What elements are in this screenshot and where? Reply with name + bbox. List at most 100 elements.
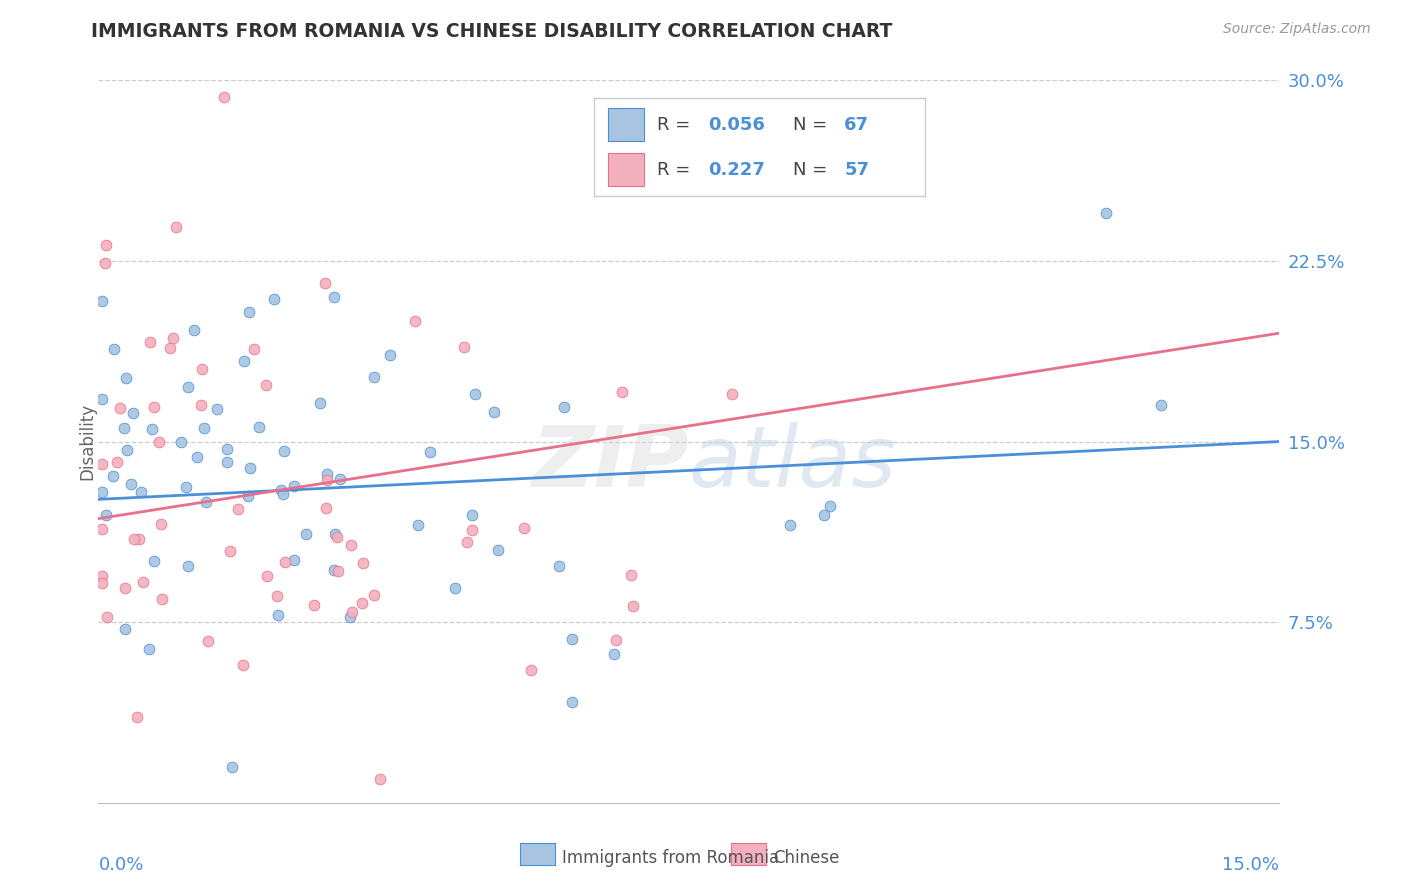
Point — [513, 521, 536, 535]
Point — [91, 576, 114, 591]
Point — [779, 518, 801, 533]
Point — [238, 305, 260, 319]
Point — [177, 380, 200, 394]
Point — [368, 772, 391, 786]
Text: IMMIGRANTS FROM ROMANIA VS CHINESE DISABILITY CORRELATION CHART: IMMIGRANTS FROM ROMANIA VS CHINESE DISAB… — [91, 22, 893, 41]
Point — [315, 473, 337, 487]
Text: N =: N = — [793, 161, 832, 178]
Point — [103, 342, 125, 356]
Point — [315, 467, 337, 481]
Point — [242, 342, 264, 356]
Point — [169, 434, 191, 449]
Point — [148, 435, 170, 450]
Point — [91, 569, 114, 583]
Point — [207, 402, 229, 417]
Text: R =: R = — [657, 116, 696, 134]
Point — [363, 369, 385, 384]
Point — [266, 589, 288, 603]
Point — [232, 657, 254, 672]
Y-axis label: Disability: Disability — [79, 403, 96, 480]
Point — [329, 472, 352, 486]
Point — [120, 476, 142, 491]
Point — [322, 564, 344, 578]
Point — [340, 605, 363, 619]
Point — [226, 501, 249, 516]
Point — [194, 494, 217, 508]
Text: Immigrants from Romania: Immigrants from Romania — [562, 849, 779, 867]
Point — [553, 400, 575, 414]
Text: 15.0%: 15.0% — [1222, 855, 1279, 874]
Point — [139, 334, 162, 349]
Point — [561, 632, 583, 647]
Point — [295, 526, 318, 541]
Point — [91, 485, 114, 500]
Point — [101, 468, 124, 483]
Point — [818, 499, 841, 513]
Point — [263, 292, 285, 306]
Point — [605, 633, 627, 648]
Point — [340, 538, 363, 552]
Point — [150, 592, 173, 607]
Point — [215, 455, 238, 469]
Point — [1095, 205, 1118, 219]
FancyBboxPatch shape — [607, 108, 644, 141]
Text: Chinese: Chinese — [773, 849, 839, 867]
Point — [219, 544, 242, 558]
Point — [561, 695, 583, 709]
Point — [149, 517, 172, 532]
Point — [214, 90, 236, 104]
Point — [128, 532, 150, 546]
Point — [443, 582, 465, 596]
Point — [91, 293, 114, 308]
Point — [114, 581, 136, 595]
Point — [323, 526, 346, 541]
Point — [159, 341, 181, 355]
Point — [326, 564, 349, 578]
Point — [283, 479, 305, 493]
Point — [96, 238, 118, 252]
Point — [107, 455, 129, 469]
Point — [266, 607, 288, 622]
Point — [114, 623, 136, 637]
Point — [142, 400, 165, 414]
Point — [326, 530, 349, 544]
Point — [323, 290, 346, 304]
Point — [94, 256, 117, 270]
FancyBboxPatch shape — [607, 153, 644, 186]
Point — [456, 535, 478, 549]
Point — [378, 348, 401, 362]
Point — [141, 422, 163, 436]
Point — [191, 361, 214, 376]
Point — [273, 444, 295, 458]
Point — [309, 396, 332, 410]
Point — [186, 450, 208, 464]
Text: ZIP: ZIP — [531, 422, 689, 505]
Point — [114, 421, 136, 435]
Point — [603, 648, 626, 662]
Point — [138, 641, 160, 656]
Point — [129, 484, 152, 499]
Point — [190, 398, 212, 412]
Point — [233, 354, 256, 368]
Point — [247, 420, 270, 434]
Point — [352, 556, 374, 570]
Point — [143, 554, 166, 568]
Point — [482, 405, 505, 419]
Point — [91, 392, 114, 406]
Point — [239, 461, 262, 475]
Text: 57: 57 — [844, 161, 869, 178]
Text: 0.227: 0.227 — [709, 161, 765, 178]
Text: 67: 67 — [844, 116, 869, 134]
Point — [254, 377, 277, 392]
Point — [283, 553, 305, 567]
Point — [520, 664, 543, 678]
Point — [274, 555, 297, 569]
Point — [197, 633, 219, 648]
Point — [621, 599, 644, 613]
Point — [610, 384, 633, 399]
Point — [271, 487, 294, 501]
Text: Source: ZipAtlas.com: Source: ZipAtlas.com — [1223, 22, 1371, 37]
Text: 0.056: 0.056 — [709, 116, 765, 134]
Point — [350, 596, 373, 610]
Point — [96, 610, 118, 624]
